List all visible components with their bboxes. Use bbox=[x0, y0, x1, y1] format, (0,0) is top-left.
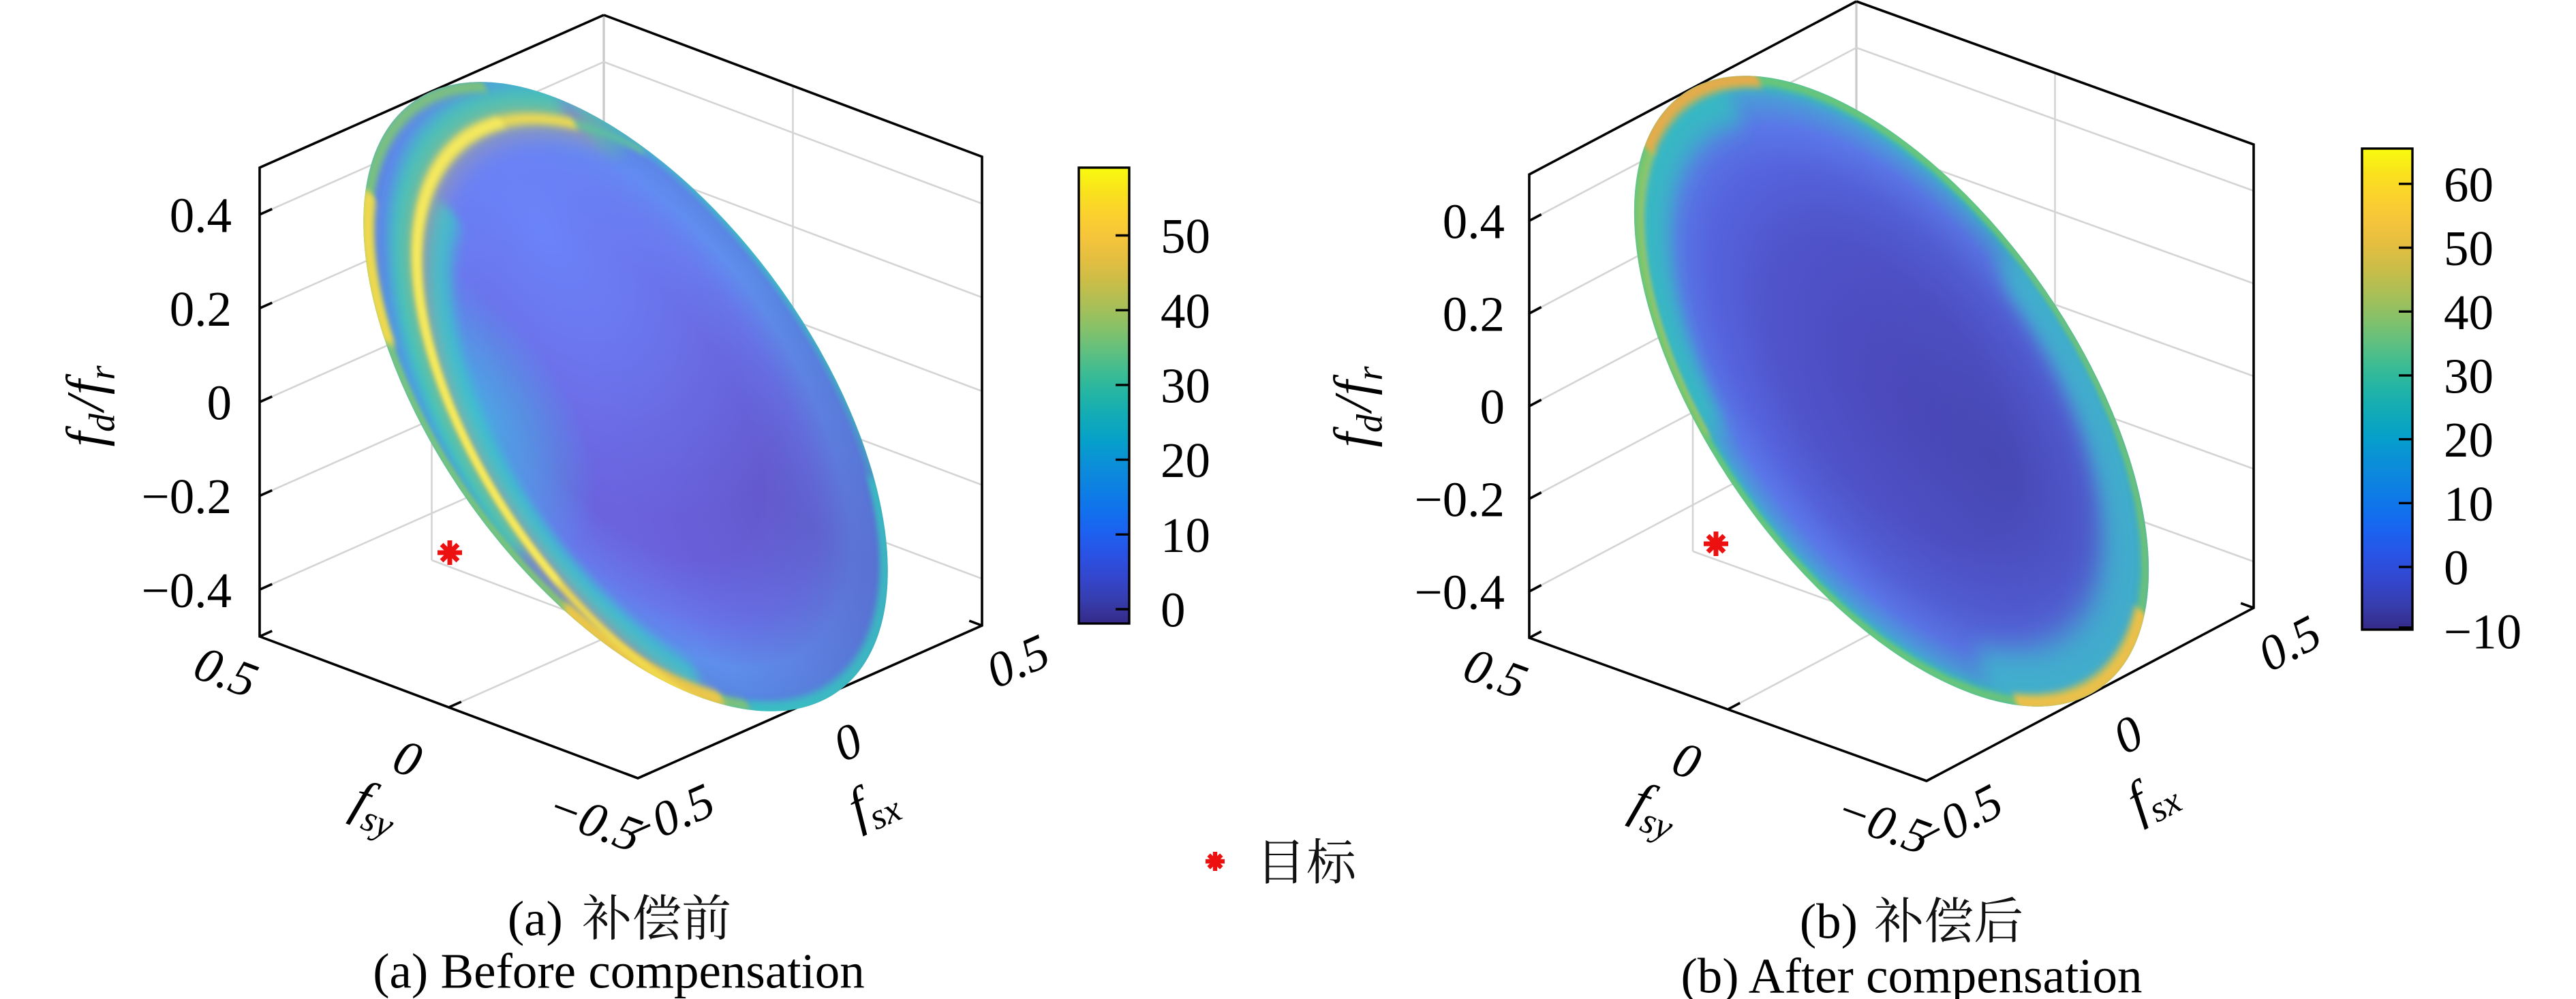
svg-text:−0.4: −0.4 bbox=[142, 563, 232, 618]
svg-text:20: 20 bbox=[2444, 412, 2494, 467]
svg-text:10: 10 bbox=[1161, 508, 1210, 563]
svg-text:0: 0 bbox=[1480, 380, 1505, 435]
svg-text:30: 30 bbox=[2444, 348, 2494, 403]
svg-text:0: 0 bbox=[1161, 583, 1186, 638]
svg-text:(b) After compensation: (b) After compensation bbox=[1681, 949, 2142, 999]
svg-text:20: 20 bbox=[1161, 433, 1210, 488]
svg-text:−0.2: −0.2 bbox=[1415, 472, 1505, 527]
svg-text:30: 30 bbox=[1161, 358, 1210, 413]
svg-text:50: 50 bbox=[2444, 221, 2494, 276]
svg-text:0.2: 0.2 bbox=[1443, 287, 1505, 342]
svg-text:(a) Before compensation: (a) Before compensation bbox=[373, 944, 865, 999]
svg-text:−0.2: −0.2 bbox=[142, 469, 232, 524]
svg-text:10: 10 bbox=[2444, 476, 2494, 532]
svg-text:0.4: 0.4 bbox=[1443, 194, 1505, 249]
svg-text:−0.4: −0.4 bbox=[1415, 565, 1505, 620]
svg-text:60: 60 bbox=[2444, 157, 2494, 212]
svg-text:fd/fr: fd/fr bbox=[1323, 366, 1390, 448]
svg-text:(a): (a) bbox=[508, 891, 563, 947]
svg-text:50: 50 bbox=[1161, 209, 1210, 264]
svg-text:−10: −10 bbox=[2444, 604, 2521, 659]
svg-text:0: 0 bbox=[2444, 540, 2469, 596]
svg-text:40: 40 bbox=[1161, 283, 1210, 339]
svg-text:0.4: 0.4 bbox=[170, 187, 232, 243]
svg-text:0.2: 0.2 bbox=[170, 281, 232, 337]
svg-text:40: 40 bbox=[2444, 285, 2494, 340]
svg-text:0: 0 bbox=[207, 375, 232, 431]
svg-text:(b): (b) bbox=[1800, 894, 1858, 949]
